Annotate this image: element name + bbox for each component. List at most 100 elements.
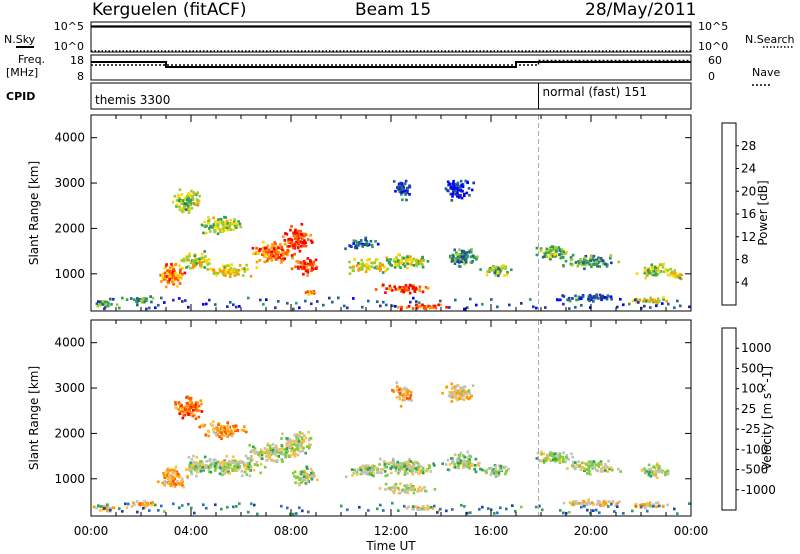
- range-time-cell: [208, 230, 212, 233]
- range-time-cell: [215, 274, 218, 277]
- range-time-cell: [178, 197, 182, 200]
- range-time-cell: [300, 437, 304, 441]
- colorbar-tick-label: -1000: [741, 483, 776, 497]
- range-time-cell: [200, 402, 203, 406]
- range-time-cell: [650, 268, 654, 272]
- range-time-cell: [222, 460, 225, 464]
- range-time-cell: [95, 506, 98, 510]
- range-time-cell: [223, 426, 226, 430]
- range-time-cell: [674, 272, 678, 275]
- range-time-cell: [276, 459, 279, 462]
- range-time-cell: [188, 207, 192, 211]
- range-time-cell: [654, 272, 658, 276]
- range-time-cell: [409, 460, 413, 463]
- range-time-cell: [244, 454, 248, 458]
- range-time-cell: [281, 432, 284, 436]
- range-time-cell: [190, 472, 193, 476]
- range-time-cell: [200, 252, 204, 256]
- range-time-cell: [225, 454, 228, 458]
- range-time-cell: [595, 260, 598, 264]
- range-time-cell: [393, 489, 397, 492]
- range-time-cell: [267, 257, 270, 261]
- range-time-cell: [652, 273, 656, 277]
- range-time-cell: [451, 461, 454, 465]
- range-time-cell: [592, 300, 595, 303]
- range-time-cell: [151, 501, 154, 504]
- range-time-cell: [185, 266, 188, 269]
- range-time-cell: [163, 476, 167, 479]
- range-time-cell: [302, 475, 306, 479]
- range-time-cell: [402, 387, 405, 391]
- range-time-cell: [355, 473, 359, 476]
- range-time-cell: [215, 464, 218, 467]
- range-time-cell: [646, 269, 650, 272]
- range-time-cell: [454, 298, 457, 302]
- range-time-cell: [409, 483, 413, 486]
- range-time-cell: [688, 502, 691, 505]
- range-time-cell: [361, 267, 364, 271]
- range-time-cell: [559, 256, 563, 260]
- range-time-cell: [293, 455, 297, 458]
- range-time-cell: [661, 266, 665, 269]
- range-time-cell: [183, 202, 187, 205]
- range-time-cell: [406, 266, 409, 270]
- range-time-cell: [590, 263, 594, 267]
- range-time-cell: [662, 296, 665, 299]
- range-time-cell: [604, 262, 607, 266]
- range-time-cell: [609, 295, 613, 299]
- range-time-cell: [218, 221, 221, 225]
- range-time-cell: [174, 262, 178, 266]
- range-time-cell: [213, 220, 217, 224]
- range-time-cell: [310, 241, 314, 244]
- range-time-cell: [409, 262, 413, 266]
- range-time-cell: [203, 250, 206, 253]
- range-time-cell: [622, 303, 625, 307]
- range-time-cell: [196, 202, 200, 206]
- range-time-cell: [448, 254, 452, 258]
- range-time-cell: [267, 455, 270, 459]
- range-time-cell: [458, 186, 462, 190]
- range-time-cell: [218, 435, 221, 439]
- range-time-cell: [396, 186, 399, 189]
- range-time-cell: [596, 264, 599, 268]
- range-time-cell: [661, 302, 664, 305]
- range-time-cell: [594, 263, 598, 266]
- range-time-cell: [205, 464, 208, 468]
- range-time-cell: [457, 462, 460, 466]
- range-time-cell: [548, 253, 552, 257]
- range-time-cell: [366, 467, 370, 471]
- range-time-cell: [589, 463, 593, 467]
- range-time-cell: [365, 263, 369, 266]
- range-time-cell: [289, 512, 292, 516]
- time-tick-label: 08:00: [274, 524, 309, 538]
- range-time-cell: [103, 506, 106, 510]
- range-time-cell: [218, 463, 222, 467]
- range-time-cell: [260, 457, 264, 460]
- range-time-cell: [187, 192, 190, 195]
- range-time-cell: [599, 470, 603, 473]
- range-time-cell: [180, 259, 183, 262]
- range-time-cell: [405, 462, 409, 466]
- range-time-cell: [365, 241, 369, 244]
- range-time-cell: [299, 265, 303, 269]
- range-time-cell: [316, 478, 319, 482]
- range-time-cell: [396, 486, 400, 490]
- range-time-cell: [452, 465, 456, 469]
- range-time-cell: [270, 253, 273, 256]
- range-time-cell: [359, 472, 362, 476]
- range-time-cell: [181, 266, 184, 270]
- range-time-cell: [240, 428, 244, 432]
- range-time-cell: [189, 399, 192, 403]
- range-time-cell: [142, 506, 145, 510]
- range-time-cell: [179, 410, 182, 413]
- range-time-cell: [181, 199, 184, 202]
- range-time-cell: [232, 220, 236, 224]
- range-time-cell: [389, 467, 393, 470]
- range-time-cell: [557, 458, 560, 462]
- range-time-cell: [543, 255, 547, 258]
- range-time-cell: [174, 471, 177, 475]
- range-time-cell: [418, 468, 421, 472]
- range-time-cell: [407, 398, 410, 402]
- range-time-cell: [206, 429, 210, 433]
